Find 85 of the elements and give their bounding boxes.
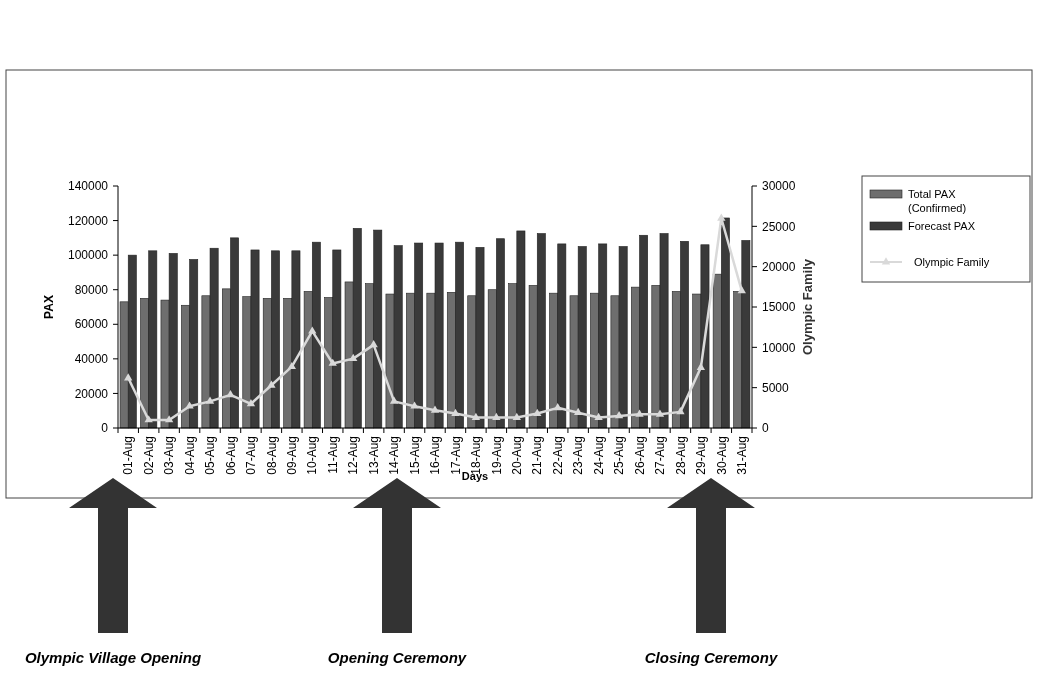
point xyxy=(164,415,174,423)
y-tick-label: 140000 xyxy=(67,179,109,194)
legend-label: Forecast PAX xyxy=(908,220,976,232)
x-tick-label: 04-Aug xyxy=(182,436,197,475)
point xyxy=(635,409,644,417)
point xyxy=(696,362,706,370)
x-tick-label: 28-Aug xyxy=(673,436,688,475)
point xyxy=(389,396,399,404)
y2-axis-title: Olympic Family xyxy=(800,258,815,356)
y2-tick-label: 25000 xyxy=(762,219,796,234)
point xyxy=(205,396,215,404)
x-tick-label: 11-Aug xyxy=(325,436,340,474)
x-tick-label: 23-Aug xyxy=(571,436,586,475)
x-tick-label: 15-Aug xyxy=(407,436,422,475)
text: Closing Ceremony xyxy=(644,649,778,666)
y-tick-label: 60000 xyxy=(74,317,109,332)
x-tick-label: 13-Aug xyxy=(366,436,381,475)
x-tick-label: 24-Aug xyxy=(591,436,606,475)
x-tick-label: 29-Aug xyxy=(694,436,709,475)
point xyxy=(512,412,521,420)
point xyxy=(246,398,256,407)
x-tick-label: 07-Aug xyxy=(244,436,259,475)
y2-tick-label: 20000 xyxy=(762,259,796,274)
y-axis-title: PAX xyxy=(42,295,56,319)
x-tick-label: 10-Aug xyxy=(305,436,320,475)
y2-tick-label: 0 xyxy=(762,421,769,436)
x-tick-label: 06-Aug xyxy=(223,436,238,475)
y-tick-label: 40000 xyxy=(74,352,109,367)
point xyxy=(574,407,583,416)
point xyxy=(533,408,542,416)
x-tick-label: 09-Aug xyxy=(285,436,300,475)
legend-label: Total PAX (Confirmed) xyxy=(908,188,967,214)
x-tick-label: 01-Aug xyxy=(121,436,136,475)
x-tick-label: 12-Aug xyxy=(346,436,361,475)
y2-tick-label: 10000 xyxy=(762,340,796,355)
point xyxy=(717,213,726,221)
text: Opening Ceremony xyxy=(327,649,467,666)
y2-tick-label: 5000 xyxy=(762,380,790,395)
point xyxy=(369,340,378,348)
point xyxy=(185,401,194,409)
point xyxy=(287,361,296,370)
x-tick-label: 22-Aug xyxy=(550,436,565,475)
y2-tick-label: 30000 xyxy=(762,179,796,194)
x-tick-label: 19-Aug xyxy=(489,436,504,475)
x-tick-label: 18-Aug xyxy=(469,436,484,475)
x-tick-label: 31-Aug xyxy=(734,436,749,475)
x-tick-label: 30-Aug xyxy=(714,436,729,475)
y-tick-label: 120000 xyxy=(67,213,109,228)
point xyxy=(410,401,419,409)
point xyxy=(492,412,501,420)
x-tick-label: 14-Aug xyxy=(387,436,402,475)
point xyxy=(737,286,746,294)
x-tick-label: 21-Aug xyxy=(530,436,545,475)
x-tick-label: 02-Aug xyxy=(141,436,156,475)
x-tick-label: 03-Aug xyxy=(162,436,177,475)
point xyxy=(594,412,603,420)
legend-label: Olympic Family xyxy=(914,256,990,268)
x-tick-label: 17-Aug xyxy=(448,436,463,475)
x-tick-label: 16-Aug xyxy=(428,436,443,475)
text: Olympic Village Opening xyxy=(24,649,202,666)
x-tick-label: 20-Aug xyxy=(510,436,525,475)
y-tick-label: 100000 xyxy=(67,248,109,263)
x-tick-label: 05-Aug xyxy=(203,436,218,475)
point xyxy=(124,373,133,381)
point xyxy=(614,411,624,419)
point xyxy=(267,380,276,388)
y2-tick-label: 15000 xyxy=(762,300,796,315)
point xyxy=(430,405,440,413)
point xyxy=(451,408,460,416)
x-tick-label: 08-Aug xyxy=(264,436,279,475)
point xyxy=(471,412,481,420)
point xyxy=(349,353,358,362)
point xyxy=(226,390,235,398)
y-tick-label: 20000 xyxy=(74,386,109,401)
point xyxy=(144,415,153,423)
point xyxy=(655,409,665,417)
x-tick-label: 25-Aug xyxy=(612,436,627,475)
x-tick-label: 27-Aug xyxy=(653,436,668,475)
y-tick-label: 80000 xyxy=(74,282,109,297)
x-tick-label: 26-Aug xyxy=(632,436,647,475)
point xyxy=(328,358,337,366)
point xyxy=(676,407,685,415)
y-tick-label: 0 xyxy=(101,421,109,436)
point xyxy=(553,403,562,411)
point xyxy=(308,326,317,334)
